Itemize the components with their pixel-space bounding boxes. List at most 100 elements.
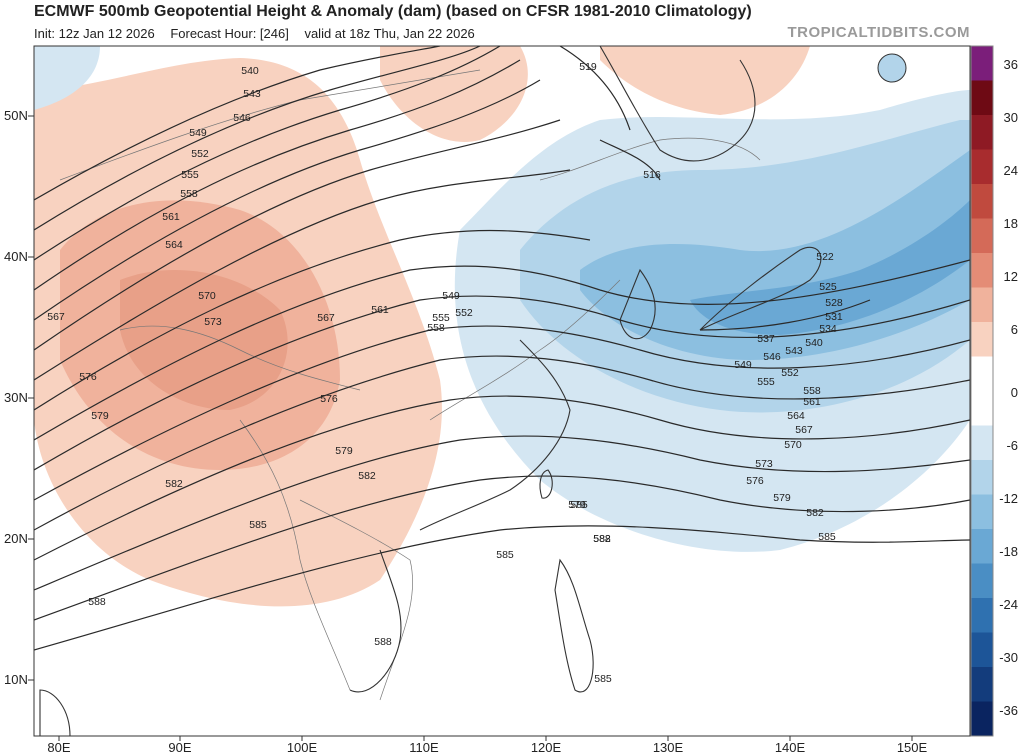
contour-label: 564 (787, 410, 805, 422)
colorbar-segment (971, 46, 993, 81)
contour-label: 552 (455, 307, 473, 319)
contour-label: 552 (781, 367, 799, 379)
colorbar-frame (970, 45, 994, 737)
colorbar-label: -24 (999, 597, 1018, 612)
contour-label: 561 (162, 211, 180, 223)
height-contours (34, 46, 970, 651)
contour-label: 585 (594, 673, 612, 685)
colorbar-segment (971, 391, 993, 426)
lon-label: 130E (653, 740, 684, 755)
contour-label: 570 (198, 290, 216, 302)
coastlines (39, 46, 822, 736)
contour-label: 555 (181, 169, 199, 181)
map-frame (33, 45, 971, 737)
valid-time: valid at 18z Thu, Jan 22 2026 (304, 26, 475, 41)
contour-label: 558 (427, 322, 445, 334)
contour-label: 567 (317, 312, 335, 324)
contour-label: 585 (570, 499, 588, 511)
colorbar-segment (971, 184, 993, 219)
colorbar-segment (971, 218, 993, 254)
warm-anomaly-northeast (600, 46, 810, 115)
init-time: Init: 12z Jan 12 2026 (34, 26, 155, 41)
contour-label: 582 (165, 478, 183, 490)
contour-label: 540 (241, 65, 259, 77)
contour-label: 540 (805, 337, 823, 349)
contour-label: 531 (825, 311, 843, 323)
colorbar-segment (971, 149, 993, 185)
colorbar-segment (971, 80, 993, 116)
colorbar-label: 24 (1004, 163, 1018, 178)
colorbar-segment (971, 667, 993, 702)
contour-label: 543 (243, 88, 261, 100)
contour-label: 555 (757, 376, 775, 388)
colorbar: 36 30 24 18 12 6 0 -6 -12 -18 -24 -30 -36 (970, 45, 1018, 737)
warm-anomaly-west-core (120, 270, 288, 410)
cold-anomaly-spot (877, 53, 907, 83)
contour-label: 576 (746, 475, 764, 487)
contour-label: 585 (249, 519, 267, 531)
contour-label: 588 (88, 596, 106, 608)
contour-label: 561 (803, 396, 821, 408)
cold-anomaly-nw (34, 46, 100, 110)
colorbar-label: 36 (1004, 57, 1018, 72)
forecast-info: Init: 12z Jan 12 2026 Forecast Hour: [24… (34, 26, 487, 41)
contour-label: 576 (79, 371, 97, 383)
brand-watermark: TROPICALTIDBITS.COM (787, 24, 970, 41)
contour-label: 546 (233, 112, 251, 124)
contour-label: 558 (803, 385, 821, 397)
colorbar-label: 12 (1004, 269, 1018, 284)
contour-label: 549 (189, 127, 207, 139)
colorbar-label: 30 (1004, 110, 1018, 125)
contour-label: 516 (643, 169, 661, 181)
contour-label: 528 (825, 297, 843, 309)
contour-label: 567 (795, 424, 813, 436)
contour-label: 573 (204, 316, 222, 328)
contour-label: 561 (371, 304, 389, 316)
colorbar-label: 18 (1004, 216, 1018, 231)
colorbar-segment (971, 356, 993, 392)
colorbar-segment (971, 529, 993, 564)
lon-label: 120E (531, 740, 562, 755)
contour-label: 588 (374, 636, 392, 648)
colorbar-segment (971, 494, 993, 530)
lon-label: 100E (287, 740, 318, 755)
contour-label: 585 (818, 531, 836, 543)
contour-label: 573 (755, 458, 773, 470)
contour-label: 579 (568, 499, 586, 511)
contour-labels: 5405435465495525555585615645675705735765… (47, 61, 843, 685)
colorbar-segment (971, 598, 993, 633)
contour-label: 588 (593, 533, 611, 545)
contour-label: 582 (593, 533, 611, 545)
lat-label: 10N (4, 672, 28, 687)
contour-label: 567 (47, 311, 65, 323)
contour-label: 579 (773, 492, 791, 504)
colorbar-label: -36 (999, 703, 1018, 718)
contour-label: 558 (180, 188, 198, 200)
contour-label: 579 (335, 445, 353, 457)
contour-label: 582 (358, 470, 376, 482)
contour-label: 525 (819, 281, 837, 293)
colorbar-segment (971, 253, 993, 288)
contour-label: 537 (757, 333, 775, 345)
lon-label: 150E (897, 740, 928, 755)
colorbar-label: 6 (1011, 322, 1018, 337)
contour-label: 579 (91, 410, 109, 422)
colorbar-segment (971, 563, 993, 599)
lat-label: 40N (4, 249, 28, 264)
contour-label: 534 (819, 323, 837, 335)
lon-label: 140E (775, 740, 806, 755)
colorbar-segment (971, 322, 993, 357)
contour-label: 582 (806, 507, 824, 519)
contour-label: 570 (784, 439, 802, 451)
colorbar-segment (971, 115, 993, 150)
colorbar-label: 0 (1011, 385, 1018, 400)
colorbar-segment (971, 632, 993, 668)
contour-label: 585 (496, 549, 514, 561)
cold-anomaly-core (690, 200, 970, 335)
map-panel: 5405435465495525555585615645675705735765… (34, 46, 970, 736)
contour-label: 549 (734, 359, 752, 371)
contour-label: 519 (579, 61, 597, 73)
colorbar-segment (971, 701, 993, 737)
contour-label: 555 (432, 312, 450, 324)
